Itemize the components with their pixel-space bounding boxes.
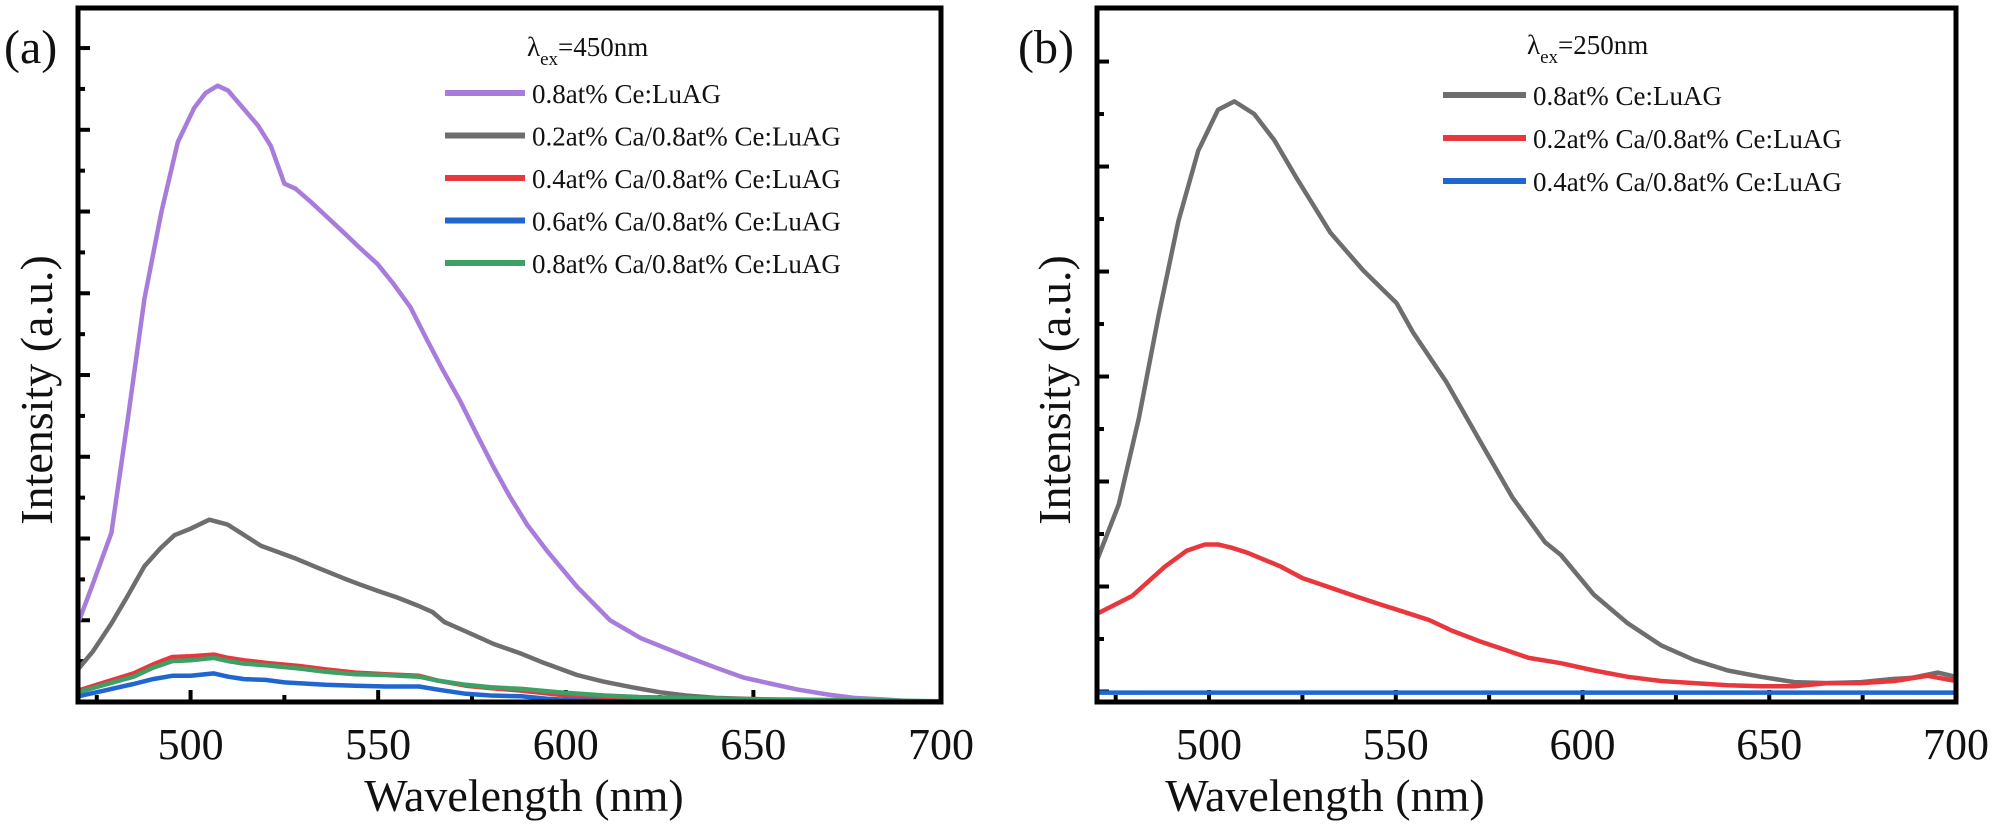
legend-label: 0.8at% Ce:LuAG bbox=[532, 79, 721, 109]
x-tick-label: 550 bbox=[345, 720, 411, 769]
legend-label: 0.2at% Ca/0.8at% Ce:LuAG bbox=[532, 122, 841, 152]
legend-label: 0.4at% Ca/0.8at% Ce:LuAG bbox=[1533, 167, 1842, 197]
lambda-subscript: ex bbox=[540, 49, 558, 70]
plot-frame-a bbox=[75, 5, 944, 705]
x-tick-label: 700 bbox=[1923, 720, 1989, 769]
series-line-0-8at-ca-0-8at-ce-luag bbox=[75, 655, 944, 704]
lambda-subscript: ex bbox=[1540, 47, 1558, 68]
legend-label: 0.8at% Ce:LuAG bbox=[1533, 81, 1722, 111]
x-axis-label-a: Wavelength (nm) bbox=[364, 770, 683, 821]
lambda-value: =250nm bbox=[1558, 30, 1648, 60]
panel-label-a: (a) bbox=[4, 21, 57, 74]
panel-b: (b) Intensity (a.u.) Wavelength (nm) 500… bbox=[1018, 5, 1989, 821]
series-line-0-2at-ca-0-8at-ce-luag bbox=[1094, 542, 1959, 689]
series-line-0-2at-ca-0-8at-ce-luag bbox=[75, 517, 944, 705]
x-tick-label: 600 bbox=[533, 720, 599, 769]
x-tick-label: 600 bbox=[1550, 720, 1616, 769]
x-tick-labels-b: 500 550 600 650 700 bbox=[1176, 720, 1989, 769]
lambda-symbol: λ bbox=[1527, 30, 1540, 60]
x-tick-label: 500 bbox=[158, 720, 224, 769]
y-axis-label-a: Intensity (a.u.) bbox=[11, 255, 62, 525]
axis-ticks-b bbox=[1097, 59, 1958, 702]
legend-title-a: λex=450nm bbox=[527, 32, 648, 70]
plot-frame-b bbox=[1094, 5, 1959, 705]
series-group-b bbox=[1094, 99, 1959, 695]
x-tick-label: 500 bbox=[1176, 720, 1242, 769]
y-axis-label-b: Intensity (a.u.) bbox=[1029, 255, 1080, 525]
series-group-a bbox=[75, 83, 944, 705]
lambda-symbol: λ bbox=[527, 32, 540, 62]
series-line-0-8at-ce-luag bbox=[75, 83, 944, 705]
x-tick-label: 550 bbox=[1363, 720, 1429, 769]
legend-label: 0.2at% Ca/0.8at% Ce:LuAG bbox=[1533, 124, 1842, 154]
legend-a: λex=450nm 0.8at% Ce:LuAG 0.2at% Ca/0.8at%… bbox=[445, 32, 841, 279]
legend-label: 0.8at% Ca/0.8at% Ce:LuAG bbox=[532, 249, 841, 279]
panel-a: (a) Intensity (a.u.) Wavelength (nm) 500… bbox=[4, 5, 974, 821]
x-tick-label: 700 bbox=[908, 720, 974, 769]
panel-label-b: (b) bbox=[1018, 21, 1074, 74]
x-axis-label-b: Wavelength (nm) bbox=[1165, 770, 1484, 821]
legend-label: 0.6at% Ca/0.8at% Ce:LuAG bbox=[532, 207, 841, 237]
legend-title-b: λex=250nm bbox=[1527, 30, 1648, 68]
legend-b: λex=250nm 0.8at% Ce:LuAG 0.2at% Ca/0.8at%… bbox=[1443, 30, 1842, 197]
x-tick-labels-a: 500 550 600 650 700 bbox=[158, 720, 974, 769]
legend-label: 0.4at% Ca/0.8at% Ce:LuAG bbox=[532, 164, 841, 194]
x-tick-label: 650 bbox=[1736, 720, 1802, 769]
lambda-value: =450nm bbox=[558, 32, 648, 62]
x-tick-label: 650 bbox=[720, 720, 786, 769]
